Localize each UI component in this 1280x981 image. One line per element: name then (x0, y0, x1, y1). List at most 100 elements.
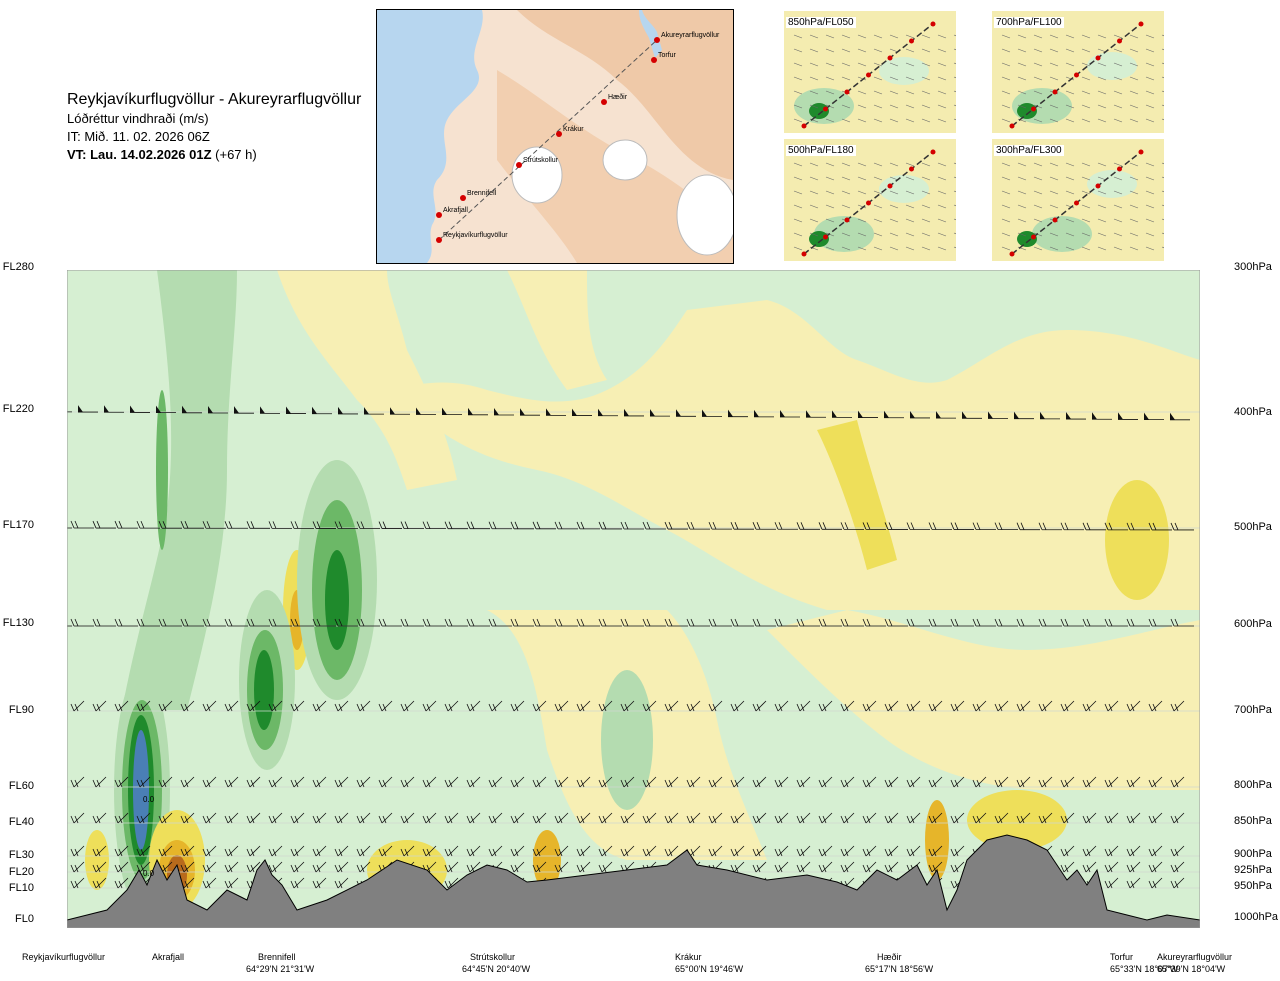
wind-barb (953, 162, 956, 165)
wind-barb-feather (470, 815, 475, 824)
wind-barb-feather (492, 815, 497, 824)
wind-barb (857, 48, 867, 53)
wind-barb-shaft (249, 861, 261, 873)
wind-barb-feather (932, 522, 937, 530)
wind-barb-shaft (139, 861, 151, 873)
wind-barb-shaft (535, 861, 547, 873)
wind-barb (1033, 118, 1043, 123)
wind-barb-pennant (676, 409, 681, 417)
wind-barb-feather (906, 522, 911, 530)
wind-barb-feather (272, 864, 277, 873)
wind-barb-feather (316, 779, 321, 788)
wind-barb-shaft (711, 776, 723, 788)
wind-barb-feather (1152, 864, 1157, 873)
wind-barb-pennant (624, 408, 629, 416)
wind-barb (809, 90, 819, 95)
wind-barb-feather (118, 703, 123, 712)
wind-barb-feather (96, 880, 101, 889)
wind-barb-shaft (777, 812, 789, 824)
wind-barb-feather (382, 703, 387, 712)
wind-barb-feather (74, 864, 79, 873)
wind-barb-shaft (645, 776, 657, 788)
wind-barb (1129, 218, 1139, 223)
wind-barb-feather (250, 779, 255, 788)
wind-barb-shaft (337, 700, 349, 712)
wind-barb-feather (514, 864, 519, 873)
wind-barb-feather (554, 521, 559, 530)
wind-barb-shaft (183, 776, 195, 788)
wind-barb-shaft (601, 861, 613, 873)
wind-barb (1145, 218, 1155, 223)
vertical-cross-section: 0.0 0.0 (67, 270, 1200, 928)
wind-barb-feather (180, 521, 185, 529)
wind-barb (793, 118, 803, 123)
waypoint-marker (1117, 166, 1122, 172)
wind-barb (1161, 204, 1164, 207)
wind-barb-feather (272, 703, 277, 712)
wind-barb-shaft (777, 861, 789, 873)
wind-barb (1161, 218, 1164, 221)
wind-barb-feather (646, 848, 651, 857)
wind-barb-shaft (953, 700, 965, 712)
waypoint-marker (654, 37, 660, 43)
wind-barb-feather (778, 864, 783, 873)
wind-barb-shaft (95, 877, 107, 889)
wind-barb-feather (202, 521, 207, 529)
wind-barb (1017, 204, 1027, 209)
downdraft-region (533, 830, 561, 890)
wind-barb-feather (444, 880, 449, 889)
wind-barb-feather (290, 779, 295, 788)
wind-barb (1113, 204, 1123, 209)
wind-barb-feather (800, 779, 805, 788)
wind-barb-feather (950, 703, 955, 712)
wind-barb-feather (840, 779, 845, 788)
wind-barb (1065, 62, 1075, 67)
downdraft-region (85, 830, 109, 890)
wind-barb-feather (598, 864, 603, 873)
wind-barb (841, 48, 851, 53)
wind-barb-feather (444, 521, 449, 529)
wind-barb-feather (356, 848, 361, 857)
wind-barb-feather (378, 521, 383, 529)
wind-barb-feather (602, 815, 607, 824)
wind-barb-feather (316, 521, 321, 529)
level-map-label: 700hPa/FL100 (994, 17, 1064, 28)
wind-barb-feather (598, 618, 603, 627)
wind-barb (1081, 76, 1091, 81)
wind-barb (1161, 48, 1164, 51)
wind-barb-feather (954, 779, 959, 788)
wind-barb-feather (206, 618, 211, 627)
wind-barb (1049, 176, 1059, 181)
wind-barb-feather (712, 779, 717, 788)
wind-barb (825, 76, 835, 81)
wind-barb (1001, 90, 1011, 95)
wind-barb-shaft (491, 845, 503, 857)
wind-barb (953, 90, 956, 93)
wind-barb-feather (818, 618, 823, 627)
waypoint-marker (887, 183, 893, 189)
wind-barb (889, 218, 899, 223)
wind-barb-feather (664, 779, 669, 788)
wind-barb-feather (1130, 779, 1135, 788)
wind-barb-feather (576, 703, 581, 712)
downdraft-region (397, 300, 1200, 610)
wind-barb-feather (180, 618, 185, 627)
wind-barb (873, 34, 883, 39)
wind-barb (1001, 48, 1011, 53)
wind-barb-feather (954, 522, 959, 530)
wind-barb (1049, 76, 1059, 81)
wind-barb-feather (1016, 522, 1021, 530)
wind-barb (1049, 204, 1059, 209)
wind-barb (937, 62, 947, 67)
wind-barb-feather (96, 520, 101, 529)
wind-barb-feather (954, 703, 959, 712)
wind-barb-feather (884, 864, 889, 873)
wind-barb-feather (844, 864, 849, 873)
wind-barb (905, 162, 915, 167)
wind-barb (1145, 176, 1155, 181)
station-name: Akrafjall (152, 952, 185, 962)
wind-barb-feather (730, 522, 735, 530)
wind-barb-feather (136, 815, 141, 824)
wind-barb-feather (690, 521, 695, 530)
wind-barb-feather (888, 703, 893, 712)
